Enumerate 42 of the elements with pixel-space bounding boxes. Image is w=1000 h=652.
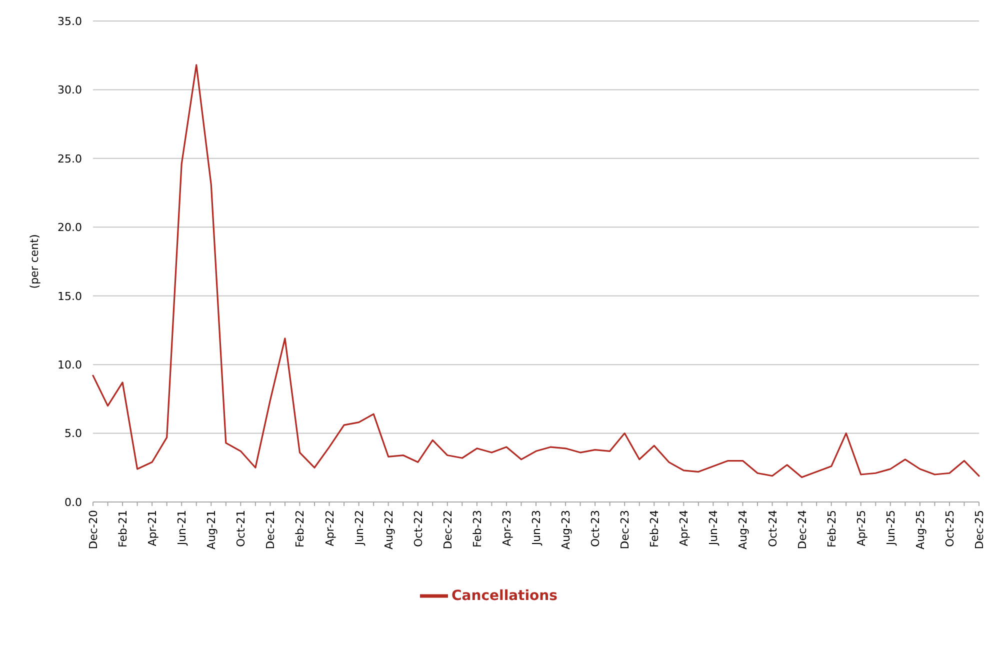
x-tick-label: Aug-21 bbox=[205, 510, 218, 550]
x-tick-label: Dec-21 bbox=[264, 510, 278, 550]
x-tick-label: Dec-22 bbox=[441, 510, 454, 550]
x-tick-label: Dec-24 bbox=[796, 510, 809, 550]
x-tick-label: Jun-23 bbox=[530, 510, 543, 546]
y-tick-label: 5.0 bbox=[64, 427, 82, 440]
x-tick-label: Aug-23 bbox=[560, 510, 573, 550]
x-tick-label: Jun-22 bbox=[352, 510, 366, 546]
line-series bbox=[92, 64, 980, 478]
x-tick-label: Oct-23 bbox=[589, 510, 602, 547]
x-tick-label: Apr-24 bbox=[678, 510, 691, 546]
x-tick-label: Oct-25 bbox=[943, 510, 956, 547]
x-tick-label: Dec-20 bbox=[87, 510, 100, 550]
x-tick-label: Apr-21 bbox=[146, 510, 160, 546]
x-tick-label: Feb-23 bbox=[470, 510, 484, 548]
y-tick-label: 35.0 bbox=[58, 14, 82, 28]
x-tick-label: Jun-25 bbox=[884, 510, 898, 546]
y-tick-label: 0.0 bbox=[64, 496, 82, 509]
x-tick-label: Feb-22 bbox=[294, 510, 307, 548]
y-tick-label: 10.0 bbox=[58, 358, 82, 372]
x-tick-label: Dec-23 bbox=[618, 510, 632, 550]
x-tick-label: Dec-25 bbox=[973, 510, 986, 550]
x-tick-label: Feb-25 bbox=[825, 510, 838, 548]
x-tick-label: Oct-21 bbox=[234, 510, 248, 547]
x-tick-label: Apr-23 bbox=[500, 510, 514, 546]
y-axis-title: (per cent) bbox=[28, 234, 41, 289]
x-tick-label: Jun-21 bbox=[176, 510, 189, 546]
y-tick-label: 15.0 bbox=[58, 290, 82, 303]
x-tick-label: Aug-24 bbox=[736, 510, 750, 550]
legend-label: Cancellations bbox=[452, 588, 558, 604]
x-tick-label: Apr-22 bbox=[323, 510, 336, 546]
x-tick-label: Aug-25 bbox=[914, 510, 927, 550]
y-tick-label: 25.0 bbox=[58, 152, 82, 166]
x-tick-label: Feb-21 bbox=[116, 510, 130, 548]
y-tick-label: 30.0 bbox=[58, 84, 82, 97]
x-tick-label: Feb-24 bbox=[648, 510, 662, 548]
x-tick-label: Aug-22 bbox=[382, 510, 396, 550]
x-tick-label: Oct-24 bbox=[766, 510, 780, 547]
x-tick-label: Oct-22 bbox=[412, 510, 425, 547]
x-tick-label: Apr-25 bbox=[854, 510, 868, 546]
x-tick-label: Jun-24 bbox=[707, 510, 720, 546]
y-tick-label: 20.0 bbox=[58, 221, 82, 234]
